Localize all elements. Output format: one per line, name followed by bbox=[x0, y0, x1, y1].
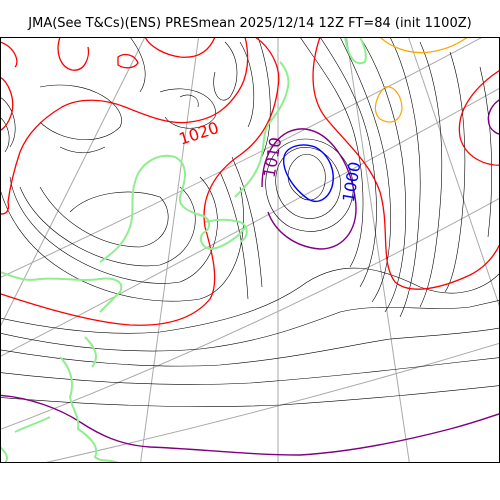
map-canvas: 1020 1010 1000 bbox=[0, 37, 500, 463]
isobars-1000 bbox=[282, 144, 334, 203]
chart-title: JMA(See T&Cs)(ENS) PRESmean 2025/12/14 1… bbox=[28, 16, 472, 31]
isobars-orange bbox=[374, 37, 469, 123]
isobars-thin bbox=[0, 37, 500, 407]
latitude-line bbox=[0, 197, 500, 431]
contour-label-1000: 1000 bbox=[339, 160, 365, 203]
coastline bbox=[0, 37, 367, 463]
meridian-line bbox=[140, 37, 200, 463]
meridian-line bbox=[407, 37, 500, 310]
pressure-map: 1020 1010 1000 bbox=[0, 37, 500, 463]
graticule bbox=[0, 37, 500, 463]
latitude-line bbox=[0, 87, 500, 358]
meridian-line bbox=[0, 37, 146, 329]
latitude-line bbox=[41, 342, 500, 463]
latitude-line bbox=[0, 37, 484, 279]
isobars-1010 bbox=[0, 98, 500, 456]
